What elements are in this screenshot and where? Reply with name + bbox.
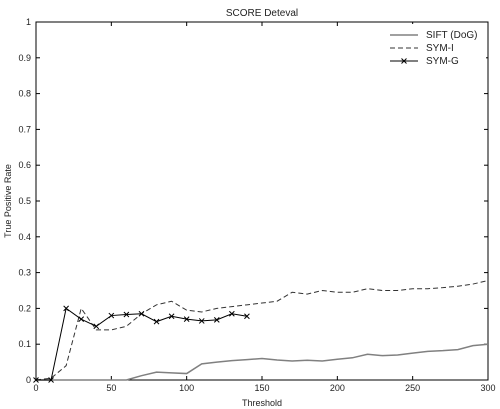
y-tick-label: 0.4 [18, 232, 31, 242]
y-tick-label: 0.3 [18, 268, 31, 278]
marker-stroke [138, 310, 145, 317]
marker-stroke [213, 317, 220, 323]
marker-stroke [33, 377, 39, 383]
y-tick-label: 0.2 [18, 303, 31, 313]
plot-area [35, 21, 489, 381]
data-point-sym-g [123, 311, 130, 318]
legend-marker-sym-g [401, 58, 407, 64]
marker-stroke [244, 313, 250, 320]
data-point-sym-g [108, 312, 115, 319]
data-point-sym-g [93, 323, 100, 330]
y-tick-label: 0.7 [18, 124, 31, 134]
y-tick-label: 0.9 [18, 53, 31, 63]
marker-stroke [108, 312, 115, 319]
chart-title: SCORE Deteval [226, 8, 298, 19]
data-point-sym-g [198, 318, 205, 324]
marker-stroke [78, 316, 85, 322]
legend: SIFT (DoG) SYM-I SYM-G [384, 24, 486, 74]
y-tick-label: 0 [26, 375, 31, 385]
data-point-sym-g [168, 313, 175, 320]
legend-label-sift: SIFT (DoG) [426, 30, 477, 41]
data-point-sym-g [183, 316, 190, 322]
x-tick-label: 300 [480, 383, 495, 393]
x-tick-label: 50 [106, 383, 116, 393]
x-tick-label: 150 [254, 383, 269, 393]
marker-stroke [229, 310, 235, 317]
series-line-sift-dog [36, 343, 489, 381]
series-line-sym-i [35, 279, 489, 381]
data-point-sym-g [153, 318, 160, 325]
y-tick-label: 1 [26, 17, 31, 27]
marker-stroke [123, 311, 130, 318]
y-tick-label: 0.6 [18, 160, 31, 170]
data-point-sym-g [78, 316, 85, 322]
x-tick-label: 200 [330, 383, 345, 393]
data-point-sym-g [33, 377, 39, 383]
marker-stroke [198, 318, 205, 324]
data-point-sym-g [213, 317, 220, 323]
marker-stroke [48, 377, 54, 383]
y-tick-label: 0.8 [18, 89, 31, 99]
marker-stroke [93, 323, 100, 330]
y-tick-label: 0.1 [18, 339, 31, 349]
series-layer [33, 279, 489, 383]
x-axis: 0 50 100 150 200 250 300 [33, 22, 496, 393]
x-axis-title: Threshold [242, 398, 282, 408]
x-tick-label: 250 [405, 383, 420, 393]
legend-label-sym-i: SYM-I [426, 43, 454, 54]
marker-stroke [153, 318, 160, 325]
data-point-sym-g [244, 313, 250, 320]
data-point-sym-g [229, 310, 235, 317]
data-point-sym-g [138, 310, 145, 317]
legend-box [384, 24, 486, 74]
y-tick-label: 0.5 [18, 196, 31, 206]
marker-stroke [63, 305, 69, 312]
y-axis-title: True Positive Rate [3, 164, 13, 238]
marker-stroke [168, 313, 175, 320]
data-point-sym-g [48, 377, 54, 383]
x-tick-label: 100 [179, 383, 194, 393]
x-tick-label: 0 [33, 383, 38, 393]
marker-stroke [183, 316, 190, 322]
data-point-sym-g [63, 305, 69, 312]
legend-label-sym-g: SYM-G [426, 56, 459, 67]
